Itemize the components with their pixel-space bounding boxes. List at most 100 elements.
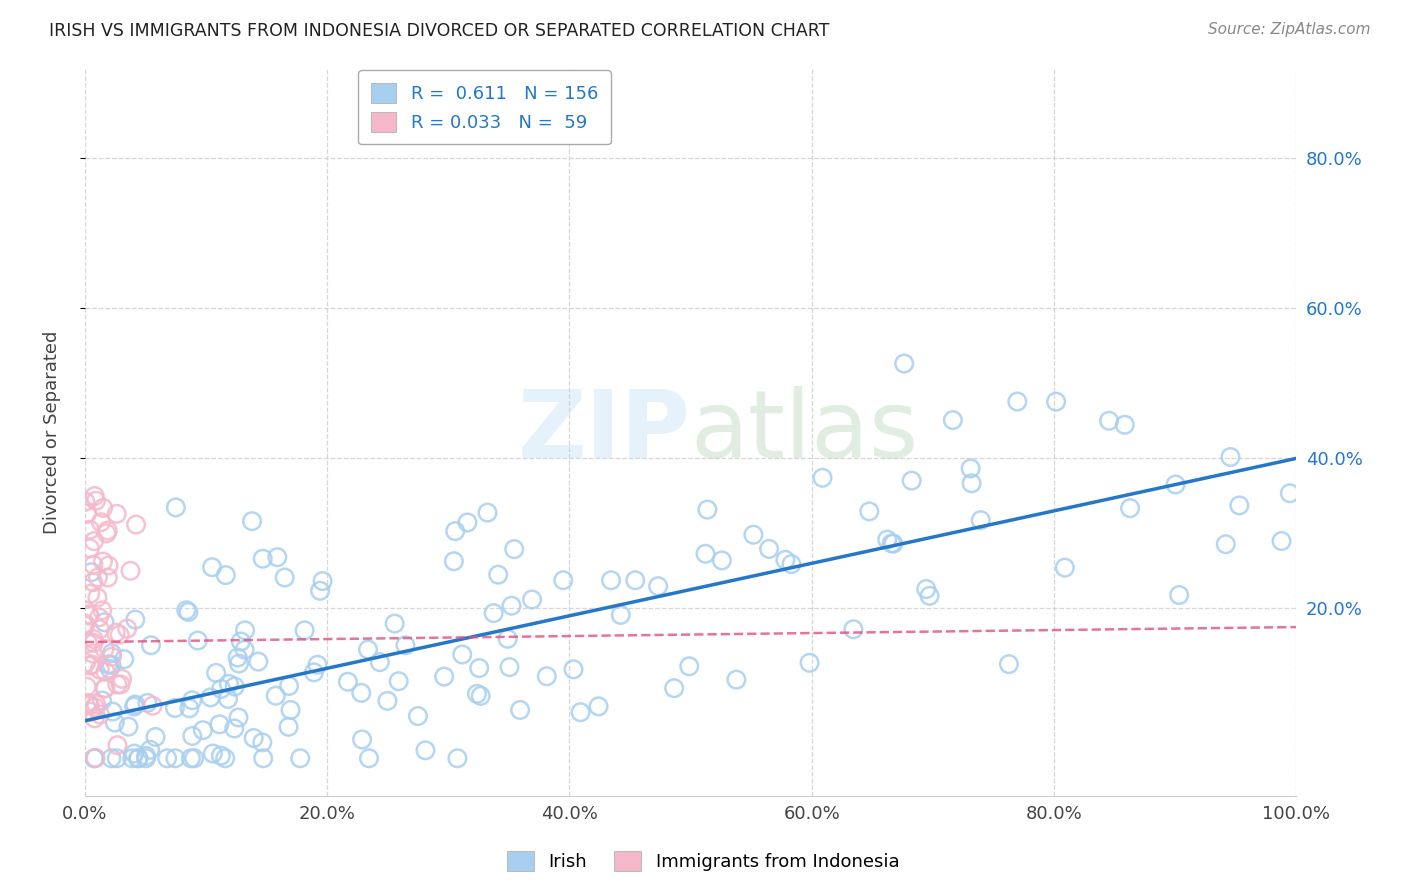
Point: [191, 723, 214, 738]
Point: [486, 567, 509, 582]
Point: [498, 660, 520, 674]
Point: [311, 574, 333, 588]
Text: atlas: atlas: [690, 386, 918, 478]
Text: Source: ZipAtlas.com: Source: ZipAtlas.com: [1208, 22, 1371, 37]
Point: [456, 516, 478, 530]
Point: [108, 627, 131, 641]
Point: [942, 413, 965, 427]
Point: [128, 751, 150, 765]
Point: [98, 662, 121, 676]
Point: [290, 751, 312, 765]
Point: [139, 638, 162, 652]
Point: [242, 731, 264, 745]
Point: [876, 533, 898, 547]
Point: [224, 680, 246, 694]
Point: [90, 516, 112, 530]
Point: [179, 701, 201, 715]
Point: [101, 649, 124, 664]
Point: [84, 751, 107, 765]
Point: [115, 622, 138, 636]
Point: [165, 751, 187, 765]
Point: [553, 573, 575, 587]
Point: [97, 558, 120, 573]
Point: [177, 605, 200, 619]
Point: [201, 747, 224, 761]
Point: [86, 591, 108, 605]
Point: [247, 655, 270, 669]
Point: [710, 553, 733, 567]
Point: [201, 560, 224, 574]
Point: [477, 506, 499, 520]
Point: [187, 633, 209, 648]
Point: [93, 642, 115, 657]
Point: [742, 527, 765, 541]
Point: [215, 568, 238, 582]
Point: [139, 743, 162, 757]
Point: [224, 722, 246, 736]
Point: [252, 735, 274, 749]
Point: [503, 542, 526, 557]
Point: [266, 550, 288, 565]
Point: [124, 698, 146, 712]
Point: [91, 693, 114, 707]
Point: [482, 606, 505, 620]
Point: [76, 507, 98, 521]
Point: [336, 674, 359, 689]
Point: [100, 751, 122, 765]
Point: [252, 751, 274, 765]
Point: [240, 514, 263, 528]
Point: [218, 677, 240, 691]
Point: [97, 524, 120, 538]
Point: [97, 570, 120, 584]
Point: [970, 513, 993, 527]
Point: [1007, 394, 1029, 409]
Point: [82, 647, 104, 661]
Point: [725, 673, 748, 687]
Point: [124, 613, 146, 627]
Point: [79, 523, 101, 537]
Point: [122, 747, 145, 761]
Point: [1270, 534, 1292, 549]
Point: [520, 592, 543, 607]
Point: [100, 657, 122, 672]
Point: [1278, 486, 1301, 500]
Point: [73, 616, 96, 631]
Point: [882, 536, 904, 550]
Point: [83, 751, 105, 765]
Point: [406, 709, 429, 723]
Point: [214, 751, 236, 765]
Point: [233, 642, 256, 657]
Legend: Irish, Immigrants from Indonesia: Irish, Immigrants from Indonesia: [499, 844, 907, 879]
Point: [104, 715, 127, 730]
Point: [82, 575, 104, 590]
Point: [145, 730, 167, 744]
Text: ZIP: ZIP: [517, 386, 690, 478]
Point: [1045, 394, 1067, 409]
Point: [181, 693, 204, 707]
Point: [181, 729, 204, 743]
Text: IRISH VS IMMIGRANTS FROM INDONESIA DIVORCED OR SEPARATED CORRELATION CHART: IRISH VS IMMIGRANTS FROM INDONESIA DIVOR…: [49, 22, 830, 40]
Point: [82, 558, 104, 572]
Point: [83, 636, 105, 650]
Point: [127, 751, 149, 765]
Point: [352, 732, 374, 747]
Point: [377, 694, 399, 708]
Point: [1168, 588, 1191, 602]
Point: [799, 656, 821, 670]
Point: [107, 738, 129, 752]
Point: [79, 608, 101, 623]
Point: [105, 507, 128, 521]
Point: [468, 661, 491, 675]
Point: [89, 663, 111, 677]
Point: [470, 689, 492, 703]
Point: [273, 570, 295, 584]
Point: [433, 669, 456, 683]
Point: [135, 748, 157, 763]
Point: [205, 665, 228, 680]
Point: [842, 622, 865, 636]
Point: [893, 357, 915, 371]
Point: [446, 751, 468, 765]
Point: [226, 650, 249, 665]
Point: [307, 657, 329, 672]
Point: [350, 686, 373, 700]
